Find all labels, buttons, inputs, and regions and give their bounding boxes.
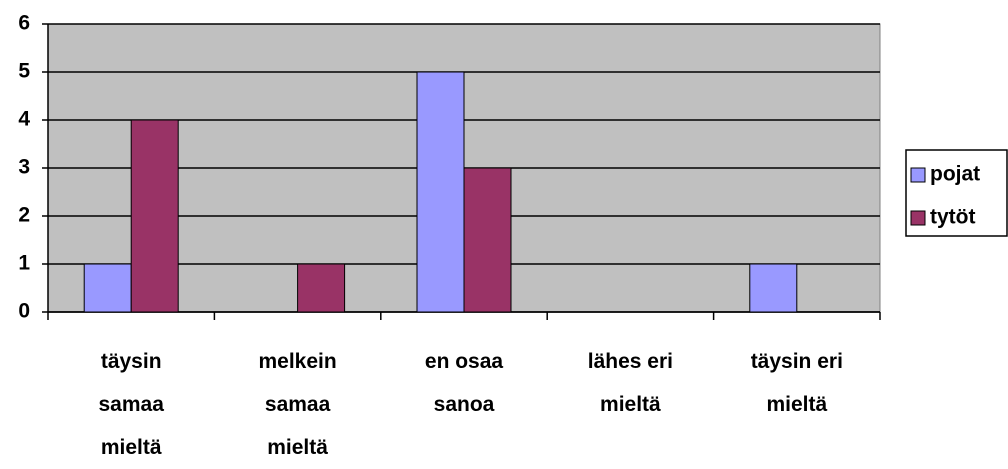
y-tick-label: 3 (18, 156, 30, 179)
x-tick-label: en osaa sanoa (424, 350, 504, 416)
bar (130, 119, 179, 313)
bar (463, 167, 512, 313)
y-tick-label: 6 (18, 12, 30, 35)
x-tick-label: täysin samaa mieltä (98, 350, 164, 459)
bar (749, 263, 798, 313)
legend-swatch (910, 210, 926, 226)
y-tick-label: 2 (18, 204, 30, 227)
x-tick-label: täysin eri mieltä (750, 350, 843, 416)
x-tick-label: lähes eri mieltä (587, 350, 673, 416)
y-tick-label: 4 (18, 108, 30, 131)
page: {"chart_data": {"type": "bar", "categori… (18, 11, 1008, 459)
legend-swatch (910, 167, 926, 183)
y-tick-label: 0 (18, 300, 30, 323)
bar (83, 263, 132, 313)
legend-label: pojat (930, 163, 980, 186)
y-tick-label: 1 (18, 252, 30, 275)
chart: 0 1 2 3 4 5 6 pojat tytöt (18, 12, 1008, 323)
x-tick-label: melkein samaa mieltä (258, 350, 337, 459)
y-tick-label: 5 (18, 60, 30, 83)
bar (297, 263, 346, 313)
bar (416, 71, 465, 313)
legend-label: tytöt (930, 206, 976, 229)
